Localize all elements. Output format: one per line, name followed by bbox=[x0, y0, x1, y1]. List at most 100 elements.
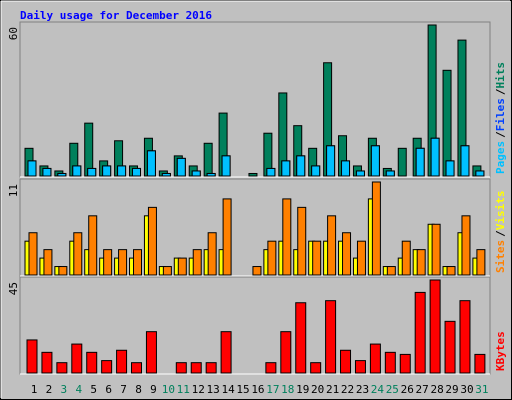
legend-entry: Sites bbox=[494, 240, 507, 273]
x-tick-label: 25 bbox=[386, 383, 399, 396]
bar bbox=[132, 167, 142, 177]
x-tick-label: 28 bbox=[430, 383, 443, 396]
legend-entry: Files bbox=[494, 98, 507, 131]
bar bbox=[71, 343, 83, 374]
x-tick-label: 6 bbox=[105, 383, 112, 396]
x-tick-label: 17 bbox=[266, 383, 279, 396]
bar bbox=[445, 160, 455, 177]
bar bbox=[43, 249, 53, 276]
y-max-label: 11 bbox=[7, 184, 20, 197]
bar bbox=[340, 349, 352, 374]
x-tick-label: 3 bbox=[61, 383, 68, 396]
x-tick-label: 1 bbox=[31, 383, 38, 396]
bar bbox=[356, 240, 366, 276]
chart-title: Daily usage for December 2016 bbox=[20, 9, 212, 22]
bar bbox=[461, 215, 471, 276]
bar bbox=[205, 362, 217, 374]
bar bbox=[371, 181, 381, 276]
legend: Sites /Visits bbox=[494, 191, 507, 274]
x-tick-label: 18 bbox=[281, 383, 294, 396]
plot-area bbox=[19, 21, 491, 178]
bar bbox=[475, 170, 485, 177]
x-tick-label: 2 bbox=[46, 383, 53, 396]
bar bbox=[131, 362, 143, 374]
bar bbox=[162, 266, 172, 276]
legend-separator: / bbox=[494, 88, 507, 95]
bar bbox=[429, 279, 441, 374]
bar bbox=[57, 172, 67, 177]
x-tick-label: 21 bbox=[326, 383, 339, 396]
bar bbox=[327, 215, 337, 276]
bar bbox=[102, 165, 112, 177]
x-tick-label: 10 bbox=[162, 383, 175, 396]
bar bbox=[442, 69, 452, 177]
bar bbox=[401, 240, 411, 276]
bar bbox=[297, 206, 307, 276]
x-tick-label: 12 bbox=[192, 383, 205, 396]
bar bbox=[175, 362, 187, 374]
y-max-label: 60 bbox=[7, 27, 20, 40]
bar bbox=[133, 249, 143, 276]
bar bbox=[56, 362, 68, 374]
bar bbox=[397, 147, 407, 177]
bar bbox=[191, 170, 201, 177]
bar bbox=[296, 155, 306, 177]
bar bbox=[145, 331, 157, 374]
legend-separator: / bbox=[494, 131, 507, 138]
legend-entry: Visits bbox=[494, 191, 507, 231]
bar bbox=[192, 249, 202, 276]
x-tick-label: 30 bbox=[460, 383, 473, 396]
x-tick-label: 7 bbox=[120, 383, 127, 396]
bar bbox=[118, 249, 128, 276]
bar bbox=[116, 349, 128, 374]
bar bbox=[220, 331, 232, 374]
y-max-label: 45 bbox=[7, 282, 20, 295]
bar bbox=[266, 167, 276, 177]
bar bbox=[282, 198, 292, 276]
bar bbox=[341, 160, 351, 177]
bar bbox=[72, 165, 82, 177]
bar bbox=[147, 206, 157, 276]
bar bbox=[161, 172, 171, 177]
bar bbox=[280, 331, 292, 374]
bar bbox=[190, 362, 202, 374]
bar bbox=[310, 362, 322, 374]
legend-entry: KBytes bbox=[494, 331, 507, 371]
bar bbox=[27, 160, 37, 177]
bar bbox=[207, 232, 217, 276]
x-tick-label: 19 bbox=[296, 383, 309, 396]
bar bbox=[42, 167, 52, 177]
bar bbox=[431, 223, 441, 276]
x-tick-label: 8 bbox=[135, 383, 142, 396]
bar bbox=[430, 137, 440, 177]
bar bbox=[58, 266, 68, 276]
x-tick-label: 13 bbox=[207, 383, 220, 396]
legend-separator: / bbox=[494, 230, 507, 237]
bar bbox=[87, 167, 97, 177]
bar bbox=[369, 343, 381, 374]
bar bbox=[326, 145, 336, 177]
bar bbox=[386, 266, 396, 276]
x-tick-label: 26 bbox=[401, 383, 414, 396]
bar bbox=[73, 232, 83, 276]
bar bbox=[252, 266, 262, 276]
x-tick-label: 11 bbox=[177, 383, 190, 396]
bar bbox=[460, 145, 470, 177]
bar bbox=[384, 351, 396, 374]
bar bbox=[459, 300, 471, 374]
x-tick-label: 20 bbox=[311, 383, 324, 396]
bar bbox=[414, 291, 426, 374]
legend-entry: Hits bbox=[494, 62, 507, 89]
bar bbox=[325, 300, 337, 374]
legend: KBytes bbox=[494, 331, 507, 371]
bar bbox=[28, 232, 38, 276]
bar bbox=[385, 170, 395, 177]
bar bbox=[222, 198, 232, 276]
x-tick-label: 4 bbox=[75, 383, 82, 396]
bar bbox=[176, 157, 186, 177]
bar bbox=[248, 172, 258, 177]
bar bbox=[342, 232, 352, 276]
bar bbox=[206, 172, 216, 177]
bar bbox=[101, 360, 113, 374]
